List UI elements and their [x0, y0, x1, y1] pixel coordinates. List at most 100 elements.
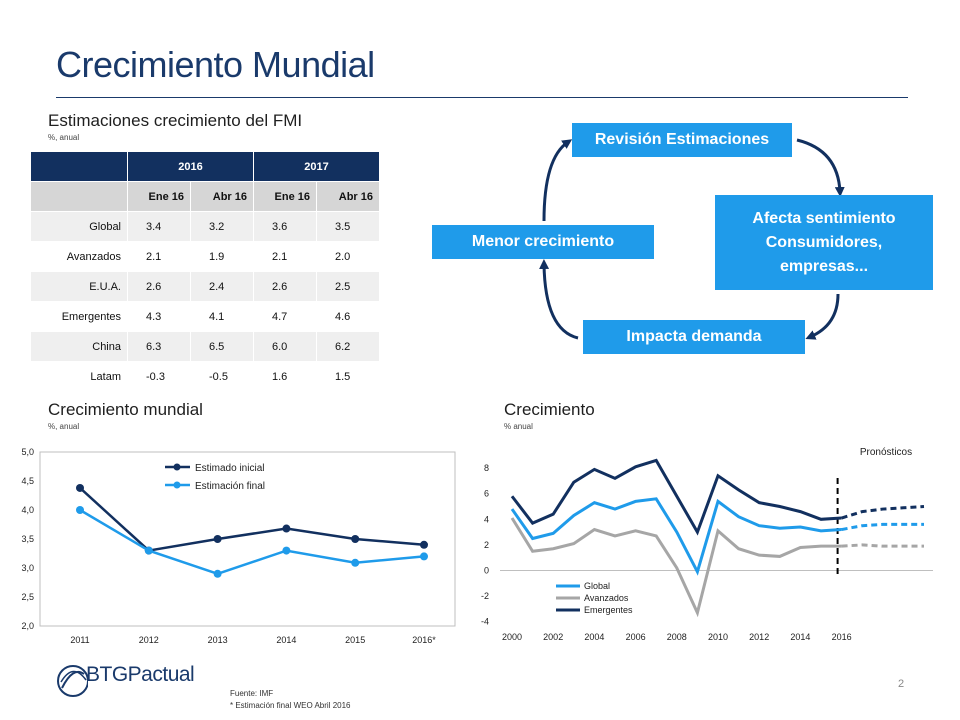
chart2-series-forecast-line — [841, 543, 924, 548]
chart1-data-point — [351, 535, 360, 543]
chart1-legend-marker — [173, 481, 181, 489]
chart2-forecast-annotation: Pronósticos — [860, 447, 912, 458]
table-cell: 4.3 — [127, 301, 191, 332]
chart2-x-tick-label: 2012 — [749, 632, 769, 642]
chart2-series-line — [510, 497, 842, 576]
chart1-series-line — [79, 508, 425, 576]
chart2-x-tick-label: 2002 — [543, 632, 563, 642]
chart1-y-tick-label: 2,0 — [21, 621, 34, 631]
diagram-box-impacta: Impacta demanda — [583, 320, 805, 354]
imf-table-subtitle: %, anual — [48, 133, 80, 142]
chart1-y-tick-label: 5,0 — [21, 447, 34, 457]
chart1-legend-label: Estimación final — [195, 481, 265, 492]
chart1-y-tick-label: 2,5 — [21, 592, 34, 602]
table-row: Avanzados 2.1 1.9 2.1 2.0 — [30, 241, 380, 272]
footnote-source: Fuente: IMF — [230, 689, 274, 698]
chart2-series-line — [510, 458, 842, 536]
chart2-y-tick-label: 2 — [484, 540, 489, 550]
chart2-x-tick-label: 2004 — [584, 632, 604, 642]
chart2-y-tick-label: 0 — [484, 566, 489, 576]
table-cell: 1.5 — [316, 361, 380, 392]
chart-crecimiento-mundial: 2,0 2,5 3,0 3,5 4,0 4,5 5,0 2011 2012 2013 2014 201… — [21, 447, 456, 645]
chart2-y-tick-label: 6 — [484, 489, 489, 499]
table-row: China 6.3 6.5 6.0 6.2 — [30, 331, 380, 362]
table-row: E.U.A. 2.6 2.4 2.6 2.5 — [30, 271, 380, 302]
table-cell: 3.4 — [127, 211, 191, 242]
afecta-line: empresas... — [779, 257, 869, 275]
chart1-data-point — [420, 540, 428, 549]
table-subheader: Abr 16 — [316, 181, 380, 212]
table-cell: -0.5 — [190, 361, 254, 392]
arrow-afecta-to-impacta — [805, 293, 840, 340]
table-subheader-blank — [30, 181, 128, 212]
chart1-x-tick-label: 2016* — [412, 635, 436, 645]
chart1-series-line — [79, 487, 425, 552]
chart1-data-point — [282, 546, 291, 555]
chart2-series-line — [510, 517, 842, 618]
logo-text: BTGPactual — [86, 663, 195, 686]
chart2-series-forecast-line — [841, 522, 924, 532]
chart1-data-point — [213, 569, 222, 578]
chart1-y-tick-label: 3,0 — [21, 563, 34, 573]
chart2-legend-label: Global — [584, 581, 610, 591]
table-subheader: Ene 16 — [253, 181, 317, 212]
diagram-box-afecta: Afecta sentimiento Consumidores, empresa… — [715, 195, 933, 290]
page-title: Crecimiento Mundial — [56, 44, 375, 85]
afecta-line: Consumidores, — [765, 233, 883, 251]
table-row: Global 3.4 3.2 3.6 3.5 — [30, 211, 380, 242]
chart2-y-tick-label: 4 — [484, 514, 489, 524]
chart1-data-point — [213, 535, 222, 543]
chart2-x-tick-label: 2006 — [626, 632, 646, 642]
chart2-x-tick-label: 2010 — [708, 632, 728, 642]
chart1-plot-frame — [39, 451, 456, 627]
table-cell: 2.1 — [253, 241, 317, 272]
chart1-legend-marker — [173, 463, 181, 471]
afecta-line: Afecta sentimiento — [752, 209, 896, 227]
chart1-x-tick-label: 2011 — [70, 635, 89, 645]
chart2-y-tick-label: 8 — [484, 463, 489, 473]
table-cell: -0.3 — [127, 361, 191, 392]
arrow-menor-to-revision — [542, 139, 573, 222]
chart1-data-point — [76, 506, 84, 514]
table-cell: 4.7 — [253, 301, 317, 332]
btg-logo-icon — [57, 665, 88, 697]
chart2-legend-label: Avanzados — [584, 593, 629, 603]
chart2-y-tick-label: -2 — [481, 591, 489, 601]
chart1-data-point — [76, 483, 84, 492]
table-row: Emergentes 4.3 4.1 4.7 4.6 — [30, 301, 380, 332]
chart1-data-point — [282, 524, 291, 533]
chart1-y-tick-label: 4,0 — [21, 505, 34, 515]
chart2-y-tick-label: -4 — [481, 617, 489, 627]
row-label: Global — [30, 211, 128, 242]
arrow-revision-to-afecta — [796, 138, 845, 197]
chart1-title: Crecimiento mundial — [48, 400, 203, 419]
table-cell: 2.6 — [253, 271, 317, 302]
table-cell: 6.5 — [190, 331, 254, 362]
table-header-year-2017: 2017 — [253, 151, 380, 182]
row-label: Emergentes — [30, 301, 128, 332]
table-cell: 4.6 — [316, 301, 380, 332]
imf-estimates-table: 2016 2017 Ene 16 Abr 16 Ene 16 Abr 16 Gl… — [30, 151, 380, 392]
table-cell: 2.6 — [127, 271, 191, 302]
chart1-y-tick-label: 4,5 — [21, 476, 34, 486]
chart2-title: Crecimiento — [504, 400, 595, 419]
chart1-x-tick-label: 2013 — [208, 635, 228, 645]
cycle-diagram-arrows — [539, 138, 845, 340]
row-label: Avanzados — [30, 241, 128, 272]
chart2-series-forecast-line — [841, 505, 925, 520]
chart2-x-tick-label: 2014 — [790, 632, 810, 642]
arrow-impacta-to-menor — [539, 259, 579, 340]
table-cell: 6.3 — [127, 331, 191, 362]
title-divider — [56, 97, 908, 98]
chart1-legend-label: Estimado inicial — [195, 463, 264, 474]
diagram-box-revision: Revisión Estimaciones — [572, 123, 792, 157]
footnote-note: * Estimación final WEO Abril 2016 — [230, 701, 351, 710]
table-cell: 3.2 — [190, 211, 254, 242]
chart1-data-point — [351, 558, 360, 567]
chart1-data-point — [420, 552, 428, 561]
table-cell: 1.6 — [253, 361, 317, 392]
chart1-y-tick-label: 3,5 — [21, 534, 34, 544]
chart1-x-tick-label: 2012 — [139, 635, 159, 645]
table-subheader: Ene 16 — [127, 181, 191, 212]
row-label: China — [30, 331, 128, 362]
